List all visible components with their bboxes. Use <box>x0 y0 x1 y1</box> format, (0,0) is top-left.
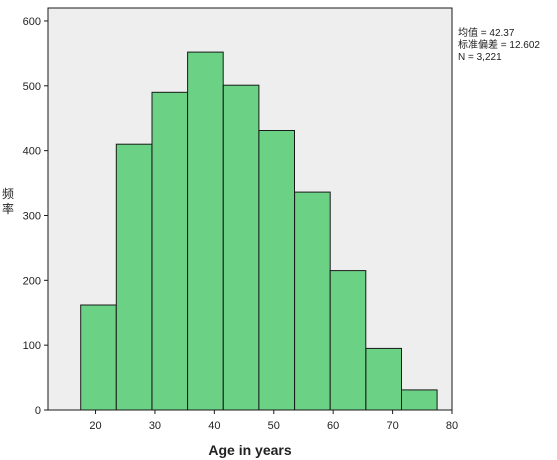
y-tick-label: 500 <box>23 81 41 93</box>
stats-std-dev: 标准偏差 = 12.602 <box>458 38 540 51</box>
histogram-bar-6 <box>258 130 295 411</box>
stats-legend: 均值 = 42.37 标准偏差 = 12.602 N = 3,221 <box>458 26 540 63</box>
histogram-bar-1 <box>80 304 117 411</box>
y-tick-label: 0 <box>35 405 41 417</box>
histogram-bar-2 <box>115 143 153 411</box>
x-tick-label: 50 <box>268 420 280 432</box>
histogram-bar-8 <box>329 270 367 411</box>
x-axis-title: Age in years <box>208 442 291 458</box>
y-tick-label: 400 <box>23 146 41 158</box>
x-tick-label: 70 <box>386 420 398 432</box>
y-tick-label: 200 <box>23 275 41 287</box>
axes-group: 20 30 40 50 60 70 80 0 100 200 300 400 500 600 <box>23 16 458 432</box>
stats-mean: 均值 = 42.37 <box>458 26 515 39</box>
y-tick-label: 100 <box>23 340 41 352</box>
bars-group <box>80 51 438 411</box>
y-tick-label: 600 <box>23 16 41 28</box>
x-tick-label: 20 <box>89 420 101 432</box>
histogram-bar-3 <box>151 91 189 411</box>
histogram-bar-7 <box>294 191 331 411</box>
histogram-bar-10 <box>401 389 438 411</box>
y-tick-label: 300 <box>23 210 41 222</box>
histogram-bar-4 <box>187 51 224 411</box>
x-tick-label: 60 <box>327 420 339 432</box>
x-tick-label: 30 <box>149 420 161 432</box>
x-tick-label: 40 <box>208 420 220 432</box>
y-axis-title: 频率 <box>2 187 14 216</box>
x-tick-label: 80 <box>446 420 458 432</box>
histogram-bar-5 <box>222 84 260 411</box>
histogram-bar-9 <box>365 347 402 411</box>
stats-count: N = 3,221 <box>458 52 502 63</box>
